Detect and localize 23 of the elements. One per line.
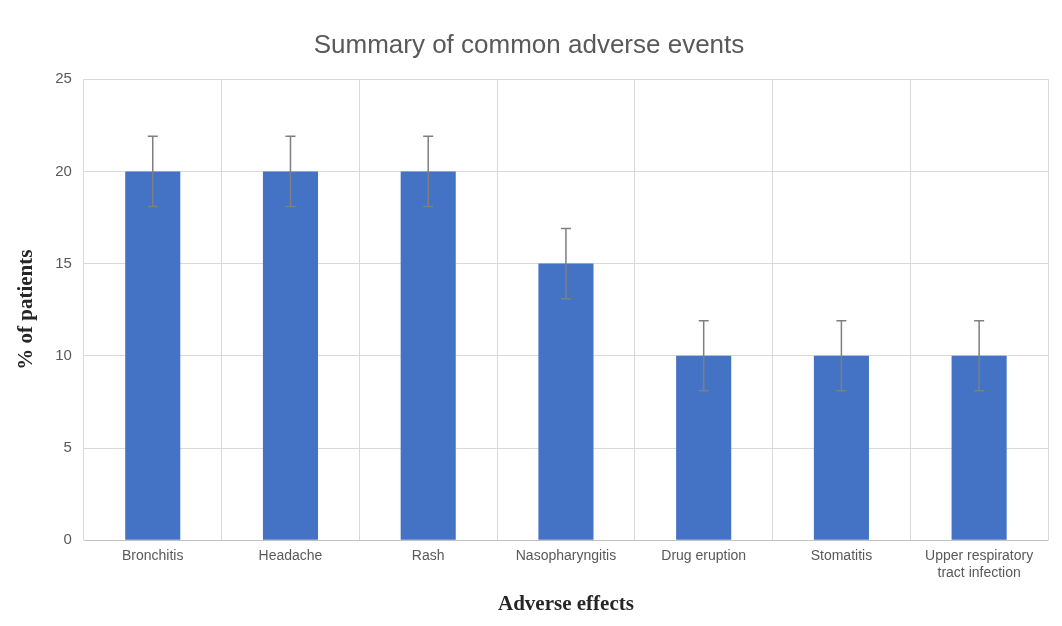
x-tick-label: Drug eruption: [661, 547, 747, 564]
bar: [400, 171, 456, 540]
y-tick-label: 25: [55, 69, 72, 87]
bar: [262, 171, 319, 540]
y-tick-label: 15: [55, 253, 72, 271]
bar: [813, 355, 869, 540]
x-axis-title: Adverse effects: [498, 590, 634, 615]
x-tick-label: Bronchitis: [122, 547, 184, 564]
y-tick-label: 5: [63, 438, 72, 456]
bar: [951, 355, 1007, 540]
y-tick-label: 10: [55, 345, 72, 363]
y-axis-title: % of patients: [13, 249, 38, 370]
bar: [676, 355, 732, 540]
y-tick-label: 20: [55, 161, 72, 179]
x-tick-label: Stomatitis: [810, 547, 873, 564]
x-tick-label: Headache: [258, 547, 323, 564]
x-tick-label: Rash: [411, 547, 445, 564]
chart-title: Summary of common adverse events: [313, 28, 745, 59]
x-tick-label: Nasopharyngitis: [515, 547, 617, 564]
x-tick-label: Upper respiratory tract infection: [925, 547, 1034, 581]
bar: [538, 263, 594, 540]
bar: [125, 171, 181, 540]
y-tick-label: 0: [63, 530, 72, 548]
